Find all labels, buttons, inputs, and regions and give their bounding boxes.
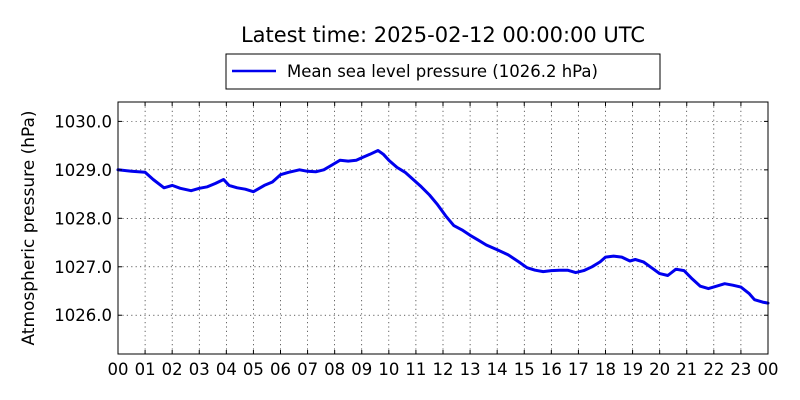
x-tick-label: 15: [514, 360, 535, 379]
y-tick-label: 1026.0: [54, 306, 112, 325]
x-tick-label: 19: [622, 360, 643, 379]
x-tick-label: 00: [108, 360, 129, 379]
x-tick-label: 17: [568, 360, 589, 379]
plot-frame: [117, 101, 769, 355]
x-tick-label: 11: [405, 360, 426, 379]
x-tick-label: 09: [351, 360, 372, 379]
x-tick-label: 05: [243, 360, 264, 379]
y-tick-label: 1029.0: [54, 161, 112, 180]
legend-box: [225, 53, 661, 90]
x-tick-label: 00: [758, 360, 779, 379]
x-tick-label: 23: [730, 360, 751, 379]
x-tick-label: 10: [378, 360, 399, 379]
x-tick-label: 07: [297, 360, 318, 379]
x-tick-label: 21: [676, 360, 697, 379]
x-tick-label: 12: [433, 360, 454, 379]
x-tick-label: 08: [324, 360, 345, 379]
y-tick-label: 1027.0: [54, 258, 112, 277]
x-tick-label: 03: [189, 360, 210, 379]
legend: Mean sea level pressure (1026.2 hPa): [225, 53, 661, 90]
y-axis-label: Atmospheric pressure (hPa): [19, 110, 39, 345]
x-tick-label: 18: [595, 360, 616, 379]
chart-title: Latest time: 2025-02-12 00:00:00 UTC: [241, 23, 645, 47]
x-tick-label: 22: [703, 360, 724, 379]
x-tick-label: 01: [135, 360, 156, 379]
x-tick-label: 04: [216, 360, 237, 379]
x-tick-label: 16: [541, 360, 562, 379]
x-tick-label: 02: [162, 360, 183, 379]
axis-ticks: [117, 102, 769, 354]
tick-labels: 00 01 02 03 04 05 06 07 08 09 10 11 12 13 14 15 16 17 18 19…: [54, 112, 778, 379]
y-tick-label: 1028.0: [54, 209, 112, 228]
x-tick-label: 06: [270, 360, 291, 379]
grid: [118, 102, 768, 354]
y-tick-label: 1030.0: [54, 112, 112, 131]
series-line-pressure: [116, 149, 770, 305]
legend-label: Mean sea level pressure (1026.2 hPa): [287, 62, 598, 81]
series-layer: [116, 149, 770, 305]
x-tick-label: 14: [487, 360, 508, 379]
x-tick-label: 13: [460, 360, 481, 379]
x-tick-label: 20: [649, 360, 670, 379]
